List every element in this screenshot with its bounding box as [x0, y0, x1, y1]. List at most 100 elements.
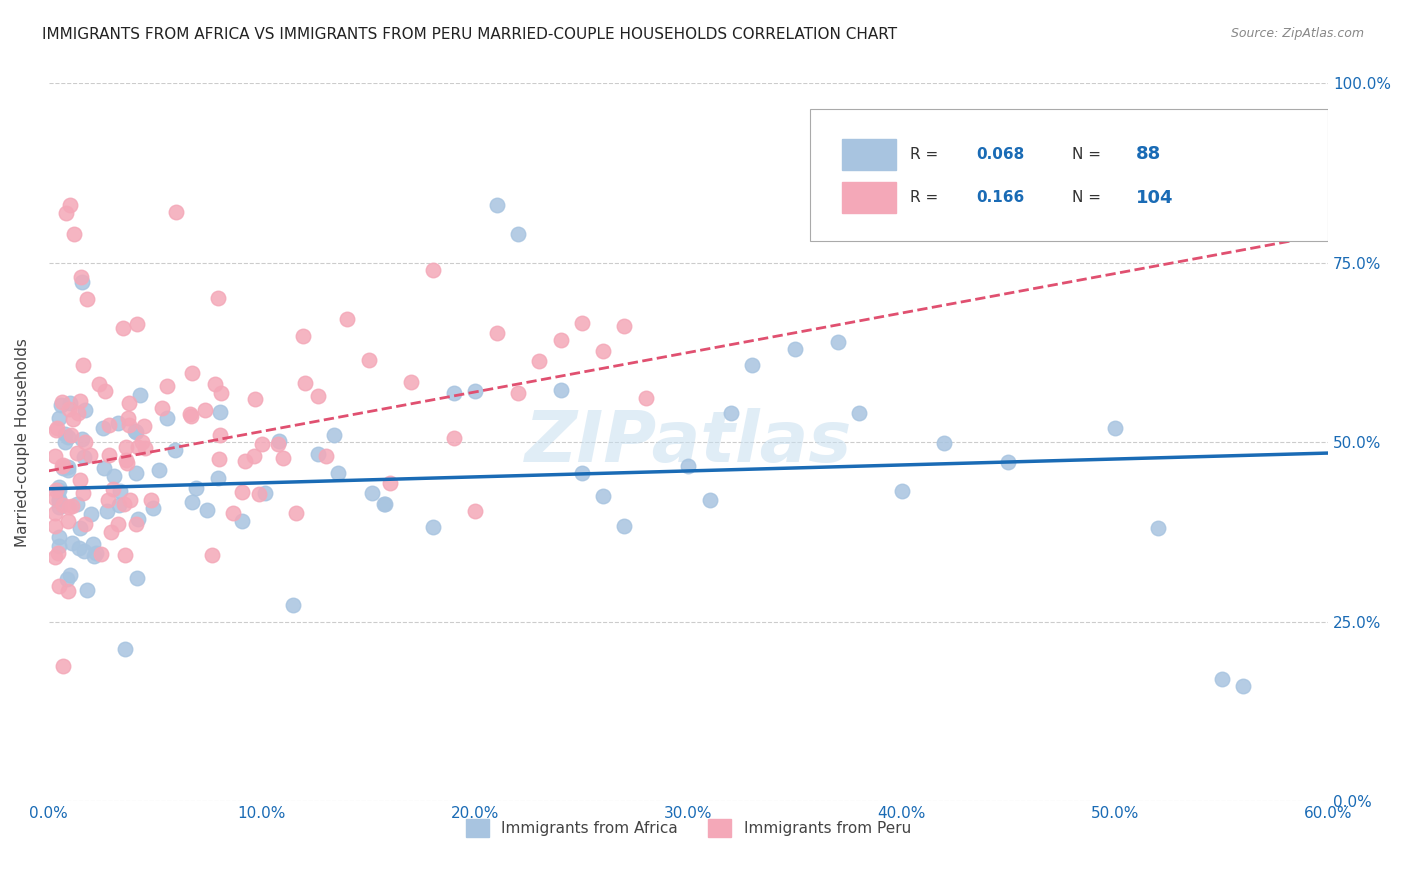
Point [443, 386, 465, 401]
Point [118, 417, 141, 432]
Point [69, 393, 91, 408]
Point [179, 407, 201, 421]
Point [72, 544, 94, 558]
Point [73, 516, 96, 531]
Point [62, 412, 84, 426]
Point [58, 500, 80, 515]
Point [45, 423, 67, 437]
Point [48, 410, 70, 425]
Text: 88: 88 [1136, 145, 1161, 163]
Point [48, 494, 70, 508]
Text: ZIPatlas: ZIPatlas [524, 408, 852, 476]
Point [336, 312, 359, 326]
Point [307, 447, 329, 461]
Point [67, 406, 90, 420]
Text: R =: R = [910, 147, 943, 162]
Point [634, 392, 657, 406]
Point [80, 507, 103, 521]
Point [592, 344, 614, 359]
Point [720, 406, 742, 420]
Point [118, 396, 141, 410]
Point [934, 436, 956, 450]
Point [527, 354, 550, 368]
Point [94, 384, 117, 399]
Point [79, 448, 101, 462]
Point [59, 395, 82, 409]
Text: N =: N = [1073, 190, 1107, 205]
Point [422, 262, 444, 277]
Point [827, 334, 849, 349]
Point [97, 492, 120, 507]
Point [194, 403, 217, 417]
Point [84, 546, 107, 560]
Point [221, 506, 243, 520]
Point [783, 342, 806, 356]
Point [66, 497, 89, 511]
Point [52, 460, 75, 475]
Point [134, 441, 156, 455]
Point [98, 417, 121, 432]
Point [51, 398, 73, 412]
Point [51, 395, 73, 409]
Point [1146, 521, 1168, 535]
Point [741, 358, 763, 372]
Point [83, 549, 105, 564]
Point [550, 333, 572, 347]
Point [59, 198, 82, 212]
Point [165, 205, 187, 219]
Point [134, 419, 156, 434]
Point [60, 500, 83, 514]
Point [48, 483, 70, 497]
Point [103, 469, 125, 483]
Point [58, 463, 80, 477]
Point [52, 458, 75, 472]
Point [108, 484, 131, 499]
Point [76, 292, 98, 306]
Point [294, 376, 316, 391]
Point [209, 405, 232, 419]
Point [443, 431, 465, 445]
Point [125, 467, 148, 481]
Point [112, 497, 135, 511]
Point [125, 571, 148, 585]
Point [115, 440, 138, 454]
Point [156, 379, 179, 393]
Point [44, 491, 66, 506]
Point [204, 377, 226, 392]
Point [285, 506, 308, 520]
Point [90, 547, 112, 561]
Point [125, 317, 148, 331]
Point [127, 441, 149, 455]
Point [114, 548, 136, 562]
Point [181, 495, 204, 509]
Point [56, 514, 79, 528]
Point [48, 480, 70, 494]
Point [378, 476, 401, 491]
Point [186, 482, 208, 496]
Text: N =: N = [1073, 147, 1107, 162]
Point [613, 519, 636, 533]
Legend: Immigrants from Africa, Immigrants from Peru: Immigrants from Africa, Immigrants from … [460, 813, 917, 844]
Point [571, 316, 593, 330]
Point [1104, 421, 1126, 435]
Point [128, 512, 150, 526]
Point [44, 519, 66, 533]
Point [46, 546, 69, 560]
Point [44, 450, 66, 464]
Point [848, 406, 870, 420]
Point [67, 541, 90, 556]
Point [1232, 679, 1254, 693]
Text: 0.068: 0.068 [976, 147, 1025, 162]
Point [128, 388, 150, 402]
Point [208, 428, 231, 442]
Point [117, 410, 139, 425]
Point [506, 386, 529, 401]
Point [180, 409, 202, 424]
Point [98, 448, 121, 462]
Point [69, 521, 91, 535]
Point [72, 358, 94, 372]
Text: Source: ZipAtlas.com: Source: ZipAtlas.com [1230, 27, 1364, 40]
Point [207, 451, 229, 466]
Bar [842, 183, 896, 212]
Point [361, 485, 384, 500]
